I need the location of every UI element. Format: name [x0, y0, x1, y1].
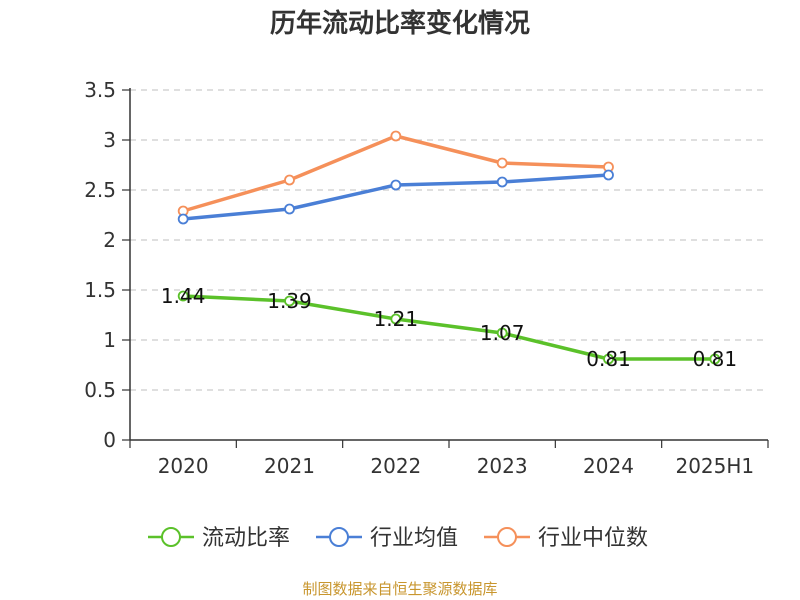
data-label: 0.81	[586, 347, 631, 371]
y-tick-label: 3	[103, 128, 116, 152]
series-line	[182, 134, 609, 213]
legend-item-2[interactable]: 行业中位数	[484, 526, 648, 551]
y-tick-label: 1	[103, 328, 116, 352]
legend-label: 流动比率	[202, 526, 290, 551]
data-label: 0.81	[693, 347, 738, 371]
data-label: 1.07	[480, 321, 525, 345]
chart-title: 历年流动比率变化情况	[270, 8, 530, 39]
series-1	[177, 169, 614, 225]
x-tick-label: 2020	[158, 454, 209, 478]
y-tick-label: 0	[103, 428, 116, 452]
axes	[122, 88, 769, 448]
legend-label: 行业中位数	[538, 526, 648, 551]
data-point[interactable]	[177, 290, 189, 302]
data-point[interactable]	[496, 176, 508, 188]
legend-label: 行业均值	[370, 526, 458, 551]
data-point[interactable]	[603, 353, 614, 365]
legend-marker	[497, 527, 517, 547]
series-2	[177, 130, 614, 217]
x-tick-label: 2021	[264, 454, 315, 478]
y-axis-ticks: 0 0.5 1 1.5 2 2.5 3 3.5	[84, 78, 116, 452]
data-label: 1.44	[161, 284, 206, 308]
series-line	[183, 294, 715, 361]
y-tick-label: 1.5	[84, 278, 116, 302]
data-label: 1.39	[267, 289, 312, 313]
y-tick-label: 0.5	[84, 378, 116, 402]
data-point[interactable]	[496, 327, 508, 339]
y-tick-label: 2	[103, 228, 116, 252]
x-tick-label: 2024	[583, 454, 634, 478]
legend-item-0[interactable]: 流动比率	[148, 526, 290, 551]
legend-item-1[interactable]: 行业均值	[316, 526, 458, 551]
data-point[interactable]	[390, 130, 402, 142]
gridlines	[130, 89, 768, 391]
data-point[interactable]	[709, 353, 721, 365]
legend-marker	[329, 527, 349, 547]
data-point[interactable]	[603, 169, 614, 181]
x-tick-label: 2022	[370, 454, 421, 478]
series-0: 1.44 1.39 1.21 1.07 0.81 0.81	[161, 284, 737, 371]
data-point[interactable]	[177, 213, 189, 225]
x-tick-label: 2025H1	[675, 454, 754, 478]
data-point[interactable]	[390, 313, 402, 325]
legend-marker	[161, 527, 181, 547]
y-tick-label: 2.5	[84, 178, 116, 202]
x-axis-ticks: 2020 2021 2022 2023 2024 2025H1	[158, 454, 754, 478]
data-point[interactable]	[496, 157, 508, 169]
data-point[interactable]	[390, 179, 402, 191]
x-tick-label: 2023	[477, 454, 528, 478]
series-group: 1.44 1.39 1.21 1.07 0.81 0.81	[161, 130, 737, 371]
legend: 流动比率 行业均值 行业中位数	[148, 526, 648, 551]
data-label: 1.21	[374, 307, 419, 331]
data-point[interactable]	[284, 203, 295, 215]
source-note: 制图数据来自恒生聚源数据库	[302, 580, 497, 598]
y-tick-label: 3.5	[84, 78, 116, 102]
data-point[interactable]	[284, 174, 295, 186]
data-point[interactable]	[284, 295, 295, 307]
